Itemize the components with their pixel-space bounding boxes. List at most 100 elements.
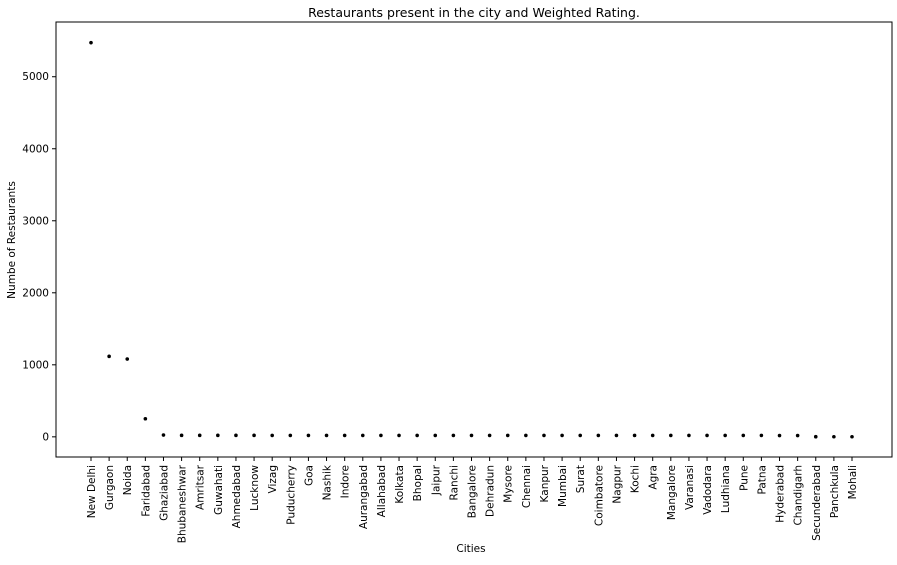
data-point xyxy=(143,416,148,421)
data-point xyxy=(650,433,655,438)
x-tick-label: Ghaziabad xyxy=(158,465,170,521)
x-tick-label: Kochi xyxy=(630,465,642,493)
data-point xyxy=(324,433,329,438)
x-tick-label: New Delhi xyxy=(86,465,98,518)
data-point xyxy=(542,433,546,438)
data-point xyxy=(669,433,673,438)
data-point xyxy=(487,433,492,438)
x-tick-label: Indore xyxy=(340,465,352,498)
x-tick-label: Goa xyxy=(303,465,315,486)
x-tick-label: Ludhiana xyxy=(720,465,732,513)
data-point xyxy=(850,434,854,439)
x-tick-label: Aurangabad xyxy=(358,465,370,529)
data-point xyxy=(795,433,800,438)
x-tick-label: Gurgaon xyxy=(104,465,116,510)
data-point xyxy=(216,433,220,438)
x-tick-label: Surat xyxy=(575,465,587,493)
data-point xyxy=(505,433,510,438)
x-tick-label: Vizag xyxy=(267,465,279,493)
x-tick-label: Bhubaneshwar xyxy=(177,464,189,543)
data-point xyxy=(306,433,311,438)
x-tick-label: Vadodara xyxy=(702,465,714,515)
x-axis-label: Cities xyxy=(456,543,485,555)
data-point xyxy=(89,40,93,45)
data-point xyxy=(161,433,166,437)
x-tick-label: Secunderabad xyxy=(811,465,823,541)
x-tick-label: Bhopal xyxy=(412,465,424,501)
x-tick-label: Puducherry xyxy=(285,465,297,525)
y-tick-label: 1000 xyxy=(22,359,49,371)
x-tick-label: Mumbai xyxy=(557,465,569,507)
x-tick-label: Kanpur xyxy=(539,464,551,502)
data-point xyxy=(288,433,293,438)
x-tick-label: Noida xyxy=(122,465,134,495)
data-point xyxy=(451,433,456,438)
data-point xyxy=(723,433,727,438)
x-tick-label: Patna xyxy=(756,465,768,495)
data-point xyxy=(759,433,764,438)
x-tick-label: Mysore xyxy=(503,465,515,503)
y-tick-label: 0 xyxy=(42,431,49,443)
data-point xyxy=(179,433,184,438)
data-points xyxy=(89,40,854,439)
data-point xyxy=(197,433,202,438)
x-tick-label: Hyderabad xyxy=(775,465,787,523)
x-tick-label: Allahabad xyxy=(376,465,388,517)
data-point xyxy=(433,433,438,438)
data-point xyxy=(270,433,274,438)
x-tick-label: Mohali xyxy=(847,465,859,499)
data-point xyxy=(342,433,347,438)
y-tick-label: 5000 xyxy=(22,71,49,83)
data-point xyxy=(397,433,401,438)
data-point xyxy=(578,433,583,438)
y-tick-label: 3000 xyxy=(22,215,49,227)
x-tick-label: Agra xyxy=(648,465,660,490)
x-tick-label: Chandigarh xyxy=(793,465,805,526)
data-point xyxy=(832,434,836,439)
x-tick-label: Chennai xyxy=(521,465,533,508)
data-point xyxy=(252,433,256,438)
data-point xyxy=(125,357,130,361)
x-tick-label: Varanasi xyxy=(684,465,696,510)
data-point xyxy=(560,433,564,438)
data-point xyxy=(415,433,419,438)
x-tick-label: Bangalore xyxy=(467,465,479,518)
x-tick-label: Panchkula xyxy=(829,465,841,518)
y-axis: 0 1000 2000 3000 4000 5000 xyxy=(22,71,56,443)
data-point xyxy=(777,433,782,438)
data-point xyxy=(614,433,619,438)
x-tick-label: Ranchi xyxy=(448,465,460,501)
chart-title: Restaurants present in the city and Weig… xyxy=(308,5,640,20)
data-point xyxy=(379,433,383,438)
x-tick-label: Pune xyxy=(738,465,750,491)
data-point xyxy=(360,433,365,438)
x-tick-label: Guwahati xyxy=(213,465,225,515)
data-point xyxy=(632,433,637,438)
data-point xyxy=(234,433,238,438)
x-tick-label: Amritsar xyxy=(195,464,207,510)
data-point xyxy=(741,433,746,438)
plot-area-frame xyxy=(55,21,893,458)
data-point xyxy=(596,433,601,438)
x-tick-label: Faridabad xyxy=(140,465,152,517)
data-point xyxy=(469,433,474,438)
data-point xyxy=(524,433,528,438)
x-tick-label: Mangalore xyxy=(666,465,678,520)
x-tick-label: Kolkata xyxy=(394,465,406,504)
x-tick-label: Nagpur xyxy=(611,464,623,503)
x-tick-label: Coimbatore xyxy=(593,465,605,526)
x-axis: New Delhi Gurgaon Noida Faridabad Ghaziabad B… xyxy=(86,457,859,543)
y-tick-label: 4000 xyxy=(22,143,49,155)
x-tick-label: Lucknow xyxy=(249,465,261,511)
data-point xyxy=(687,433,691,438)
x-tick-label: Jaipur xyxy=(430,464,442,496)
y-axis-label: Numbe of Restaurants xyxy=(6,181,18,299)
x-tick-label: Ahmedabad xyxy=(231,465,243,528)
x-tick-label: Nashik xyxy=(322,464,334,500)
y-tick-label: 2000 xyxy=(22,287,49,299)
data-point xyxy=(107,354,111,359)
data-point xyxy=(813,434,818,439)
x-tick-label: Dehradun xyxy=(485,465,497,517)
